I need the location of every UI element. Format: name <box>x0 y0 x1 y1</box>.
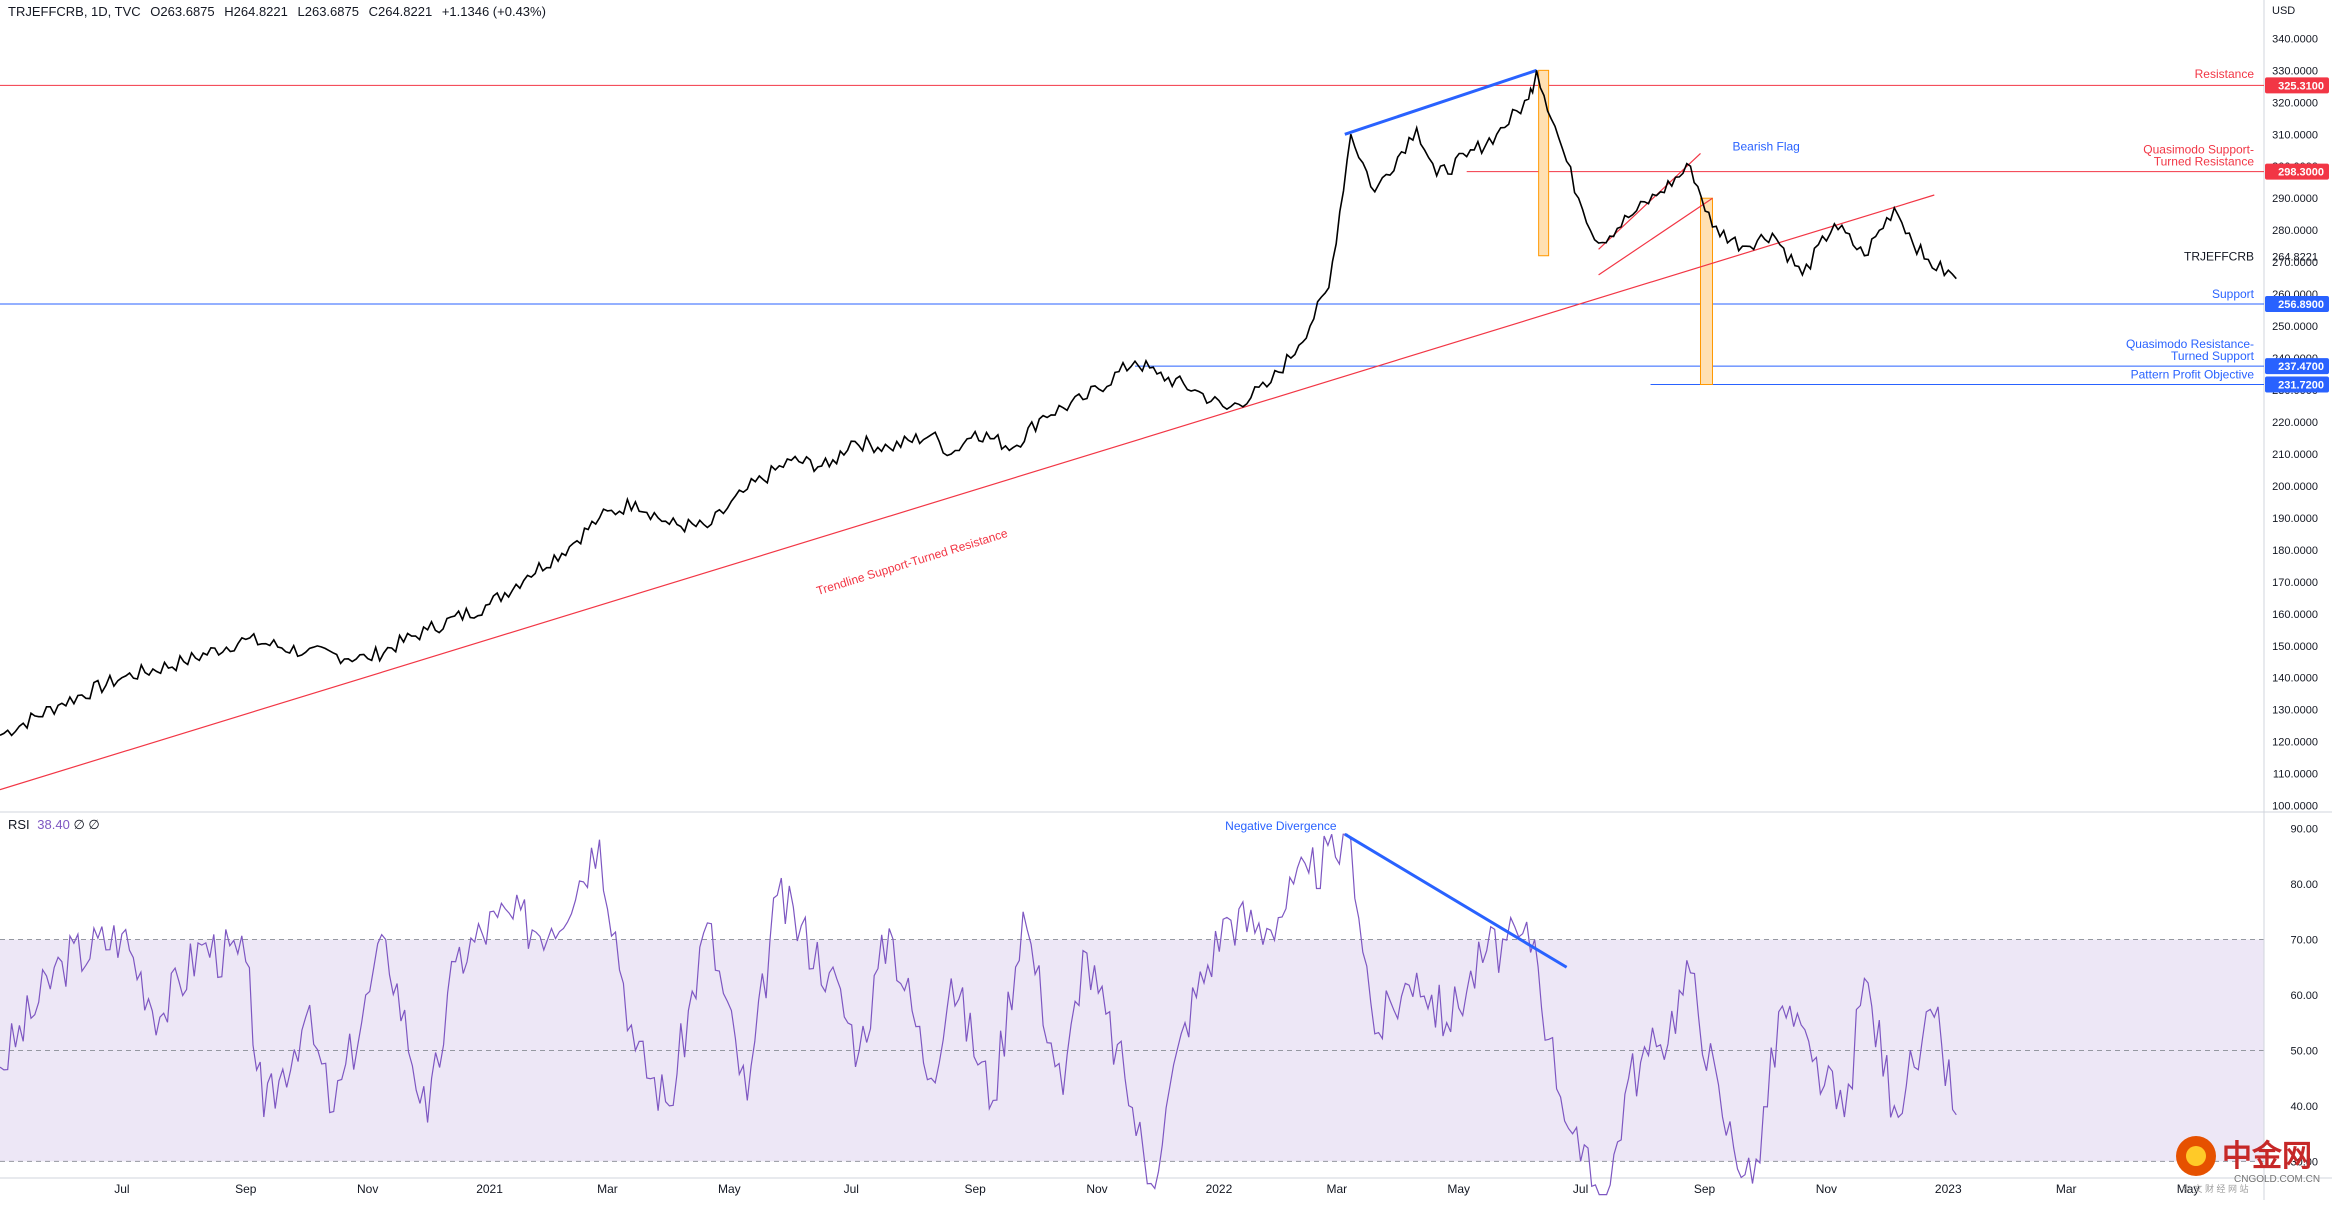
level-tag-bg <box>2265 77 2329 94</box>
rsi-axis-tick: 40.00 <box>2290 1101 2318 1113</box>
time-axis-tick: Mar <box>2056 1182 2077 1196</box>
price-axis-tick: 130.0000 <box>2272 705 2318 717</box>
label-support: Support <box>2212 287 2255 301</box>
time-axis-tick: Jul <box>844 1182 859 1196</box>
rsi-axis-tick: 30.00 <box>2290 1156 2318 1168</box>
projection-box <box>1538 69 1550 257</box>
rsi-label[interactable]: RSI <box>8 817 30 832</box>
price-axis-tick: 100.0000 <box>2272 801 2318 813</box>
watermark-text: 中金网 <box>2222 1139 2312 1173</box>
price-axis-tick: 140.0000 <box>2272 673 2318 685</box>
level-tag-bg <box>2265 163 2329 180</box>
level-tag-bg <box>2265 376 2329 393</box>
rsi-axis-tick: 50.00 <box>2290 1045 2318 1057</box>
time-axis-tick: Jul <box>1573 1182 1588 1196</box>
price-axis-tick: 170.0000 <box>2272 577 2318 589</box>
rsi-axis-tick: 80.00 <box>2290 879 2318 891</box>
time-axis-tick: Sep <box>235 1182 257 1196</box>
price-axis-tick: 150.0000 <box>2272 641 2318 653</box>
time-axis-tick: Jul <box>114 1182 129 1196</box>
label-qm-support-1: Quasimodo Resistance- <box>2126 337 2254 351</box>
price-axis-tick: 310.0000 <box>2272 129 2318 141</box>
label-bearish-flag: Bearish Flag <box>1732 139 1799 153</box>
time-axis-tick: Nov <box>1816 1182 1837 1196</box>
price-axis-tick: 220.0000 <box>2272 417 2318 429</box>
price-axis-tick: 120.0000 <box>2272 737 2318 749</box>
label-qm-resistance-2: Turned Resistance <box>2154 155 2255 169</box>
rsi-header: RSI 38.40 ∅ ∅ <box>8 817 100 833</box>
level-tag: 256.8900 <box>2278 299 2324 311</box>
price-axis-tick: 320.0000 <box>2272 97 2318 109</box>
level-tag: 325.3100 <box>2278 80 2324 92</box>
price-axis-tick: 290.0000 <box>2272 193 2318 205</box>
rsi-extra: ∅ ∅ <box>73 817 100 832</box>
time-axis-tick: Mar <box>597 1182 618 1196</box>
price-axis-tick: 190.0000 <box>2272 513 2318 525</box>
projection-box <box>1699 197 1713 386</box>
label-negative-divergence: Negative Divergence <box>1225 819 1337 833</box>
last-price-value: 264.8221 <box>2272 252 2318 264</box>
price-axis-tick: 340.0000 <box>2272 33 2318 45</box>
symbol-header: TRJEFFCRB, 1D, TVC O263.6875 H264.8221 L… <box>8 4 552 19</box>
divergence-trendline <box>1344 832 1568 969</box>
ohlc-close: C264.8221 <box>368 4 433 19</box>
price-axis-tick: 160.0000 <box>2272 609 2318 621</box>
ohlc-open: O263.6875 <box>150 4 215 19</box>
price-series-line <box>0 70 1957 737</box>
time-axis-tick: 2021 <box>476 1182 503 1196</box>
time-axis-tick: 2023 <box>1935 1182 1962 1196</box>
last-price-symbol: TRJEFFCRB <box>2184 250 2254 264</box>
rsi-series-line <box>0 833 1957 1196</box>
time-axis-tick: May <box>1447 1182 1470 1196</box>
label-qm-support-2: Turned Support <box>2171 349 2255 363</box>
level-tag-bg <box>2265 358 2329 375</box>
symbol-name[interactable]: TRJEFFCRB, 1D, TVC <box>8 4 141 19</box>
time-axis-tick: Sep <box>1694 1182 1716 1196</box>
label-trendline: Trendline Support-Turned Resistance <box>815 526 1010 598</box>
level-tag: 231.7200 <box>2278 380 2324 392</box>
price-axis-tick: 270.0000 <box>2272 257 2318 269</box>
price-change: +1.1346 (+0.43%) <box>441 4 546 19</box>
time-axis-tick: May <box>718 1182 741 1196</box>
trendline <box>0 194 1935 791</box>
time-axis-tick: May <box>2177 1182 2200 1196</box>
rsi-band <box>0 939 2264 1162</box>
price-axis-tick: 280.0000 <box>2272 225 2318 237</box>
time-axis-tick: Mar <box>1326 1182 1347 1196</box>
label-qm-resistance-1: Quasimodo Support- <box>2143 143 2254 157</box>
trendline <box>1598 197 1713 276</box>
level-tag: 298.3000 <box>2278 167 2324 179</box>
watermark-sub2: 中 文 财 经 网 站 <box>2182 1183 2249 1194</box>
time-axis-tick: Sep <box>964 1182 986 1196</box>
rsi-axis-tick: 70.00 <box>2290 935 2318 947</box>
watermark-sub: CNGOLD.COM.CN <box>2234 1174 2320 1185</box>
level-tag-bg <box>2265 296 2329 313</box>
trendline <box>1344 68 1538 136</box>
rsi-value: 38.40 <box>37 817 70 832</box>
label-resistance: Resistance <box>2195 67 2255 81</box>
watermark-logo: 中金网 CNGOLD.COM.CN 中 文 财 经 网 站 <box>2176 1136 2320 1194</box>
time-axis-tick: Nov <box>1086 1182 1107 1196</box>
price-axis-unit: USD <box>2272 5 2295 17</box>
price-axis-tick: 250.0000 <box>2272 321 2318 333</box>
rsi-axis-tick: 60.00 <box>2290 990 2318 1002</box>
level-tag: 237.4700 <box>2278 361 2324 373</box>
time-axis-tick: Nov <box>357 1182 378 1196</box>
price-axis-tick: 200.0000 <box>2272 481 2318 493</box>
rsi-axis-tick: 90.00 <box>2290 824 2318 836</box>
price-axis-tick: 110.0000 <box>2273 769 2318 781</box>
ohlc-high: H264.8221 <box>224 4 288 19</box>
label-profit-objective: Pattern Profit Objective <box>2131 368 2255 382</box>
price-axis-tick: 180.0000 <box>2272 545 2318 557</box>
price-axis-tick: 210.0000 <box>2272 449 2318 461</box>
ohlc-low: L263.6875 <box>297 4 359 19</box>
time-axis-tick: 2022 <box>1206 1182 1233 1196</box>
price-axis-tick: 330.0000 <box>2272 65 2318 77</box>
